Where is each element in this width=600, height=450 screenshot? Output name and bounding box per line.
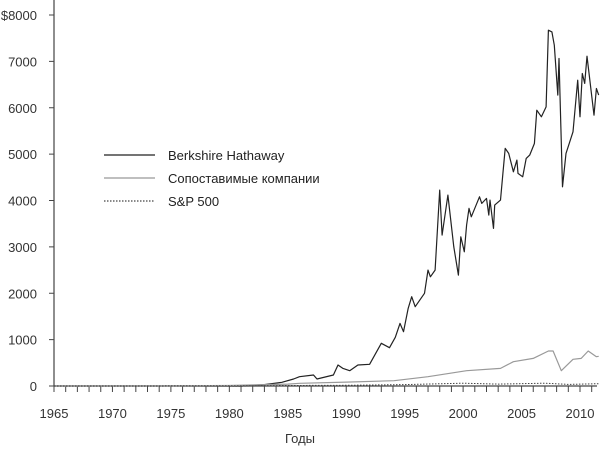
y-tick-label: 5000: [8, 147, 37, 162]
x-tick-label: 1965: [40, 406, 69, 421]
x-tick-label: 2005: [507, 406, 536, 421]
x-axis-title: Годы: [285, 431, 315, 446]
x-tick-label: 2000: [449, 406, 478, 421]
x-tick-label: 1975: [156, 406, 185, 421]
series-group: [53, 29, 600, 387]
y-tick-label: 2000: [8, 286, 37, 301]
y-tick-label: 6000: [8, 101, 37, 116]
y-tick-label: 3000: [8, 240, 37, 255]
x-tick-label: 1990: [332, 406, 361, 421]
series-line-1: [53, 350, 599, 387]
series-line-0: [54, 29, 600, 387]
legend: Berkshire Hathaway Сопоставимые компании S…: [104, 148, 320, 209]
x-tick-label: 1970: [98, 406, 127, 421]
x-tick-label: 1985: [273, 406, 302, 421]
legend-label-2: S&P 500: [168, 194, 219, 209]
y-tick-label: 0: [30, 379, 37, 394]
legend-label-1: Сопоставимые компании: [168, 171, 320, 186]
x-tick-label: 2010: [566, 406, 595, 421]
x-tick-label: 1995: [390, 406, 419, 421]
y-tick-label: 4000: [8, 194, 37, 209]
y-tick-label: $8000: [1, 8, 37, 23]
legend-label-0: Berkshire Hathaway: [168, 148, 285, 163]
y-tick-label: 7000: [8, 54, 37, 69]
x-tick-label: 1980: [215, 406, 244, 421]
y-tick-label: 1000: [8, 333, 37, 348]
series-line-2: [53, 382, 599, 387]
axes: 0 1000 2000 3000 4000 5000 6000 7000 $8000 1965 19…: [1, 0, 597, 421]
